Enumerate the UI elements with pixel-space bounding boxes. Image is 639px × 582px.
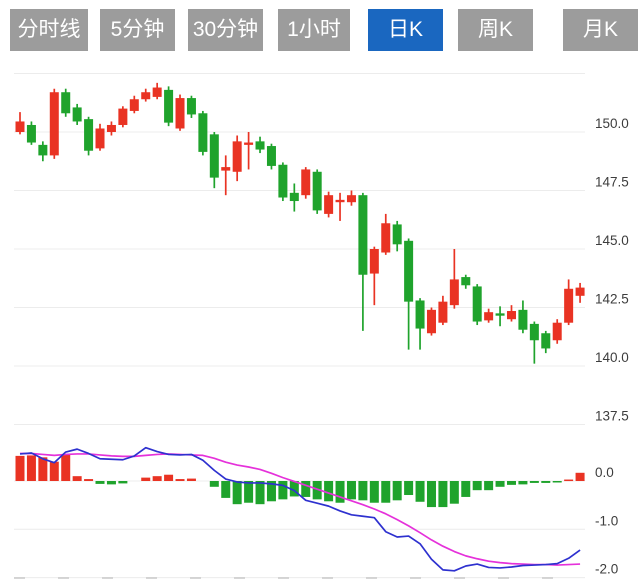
tab-timeshare[interactable]: 分时线	[10, 9, 88, 51]
svg-text:145.0: 145.0	[595, 233, 629, 248]
tab-30min[interactable]: 30分钟	[188, 9, 263, 51]
svg-text:0.0: 0.0	[595, 465, 614, 480]
svg-text:142.5: 142.5	[595, 292, 629, 307]
tab-5min[interactable]: 5分钟	[100, 9, 175, 51]
svg-text:150.0: 150.0	[595, 116, 629, 131]
svg-text:140.0: 140.0	[595, 350, 629, 365]
tab-daily-k[interactable]: 日K	[368, 9, 443, 51]
svg-text:-1.0: -1.0	[595, 513, 618, 528]
tab-1hour[interactable]: 1小时	[278, 9, 350, 51]
dif-line	[19, 446, 581, 572]
tab-monthly-k[interactable]: 月K	[563, 9, 638, 51]
tab-weekly-k[interactable]: 周K	[458, 9, 533, 51]
axis-labels: 150.0 147.5 145.0 142.5 140.0 137.5 0.0 -1.0 -2.…	[595, 116, 629, 577]
svg-text:137.5: 137.5	[595, 409, 629, 424]
svg-text:-2.0: -2.0	[595, 562, 618, 577]
dea-line	[20, 452, 581, 566]
macd-histogram	[15, 454, 585, 508]
svg-text:147.5: 147.5	[595, 175, 629, 190]
candlestick-series	[15, 82, 585, 364]
period-tabbar: 分时线 5分钟 30分钟 1小时 日K 周K 月K	[0, 0, 639, 60]
